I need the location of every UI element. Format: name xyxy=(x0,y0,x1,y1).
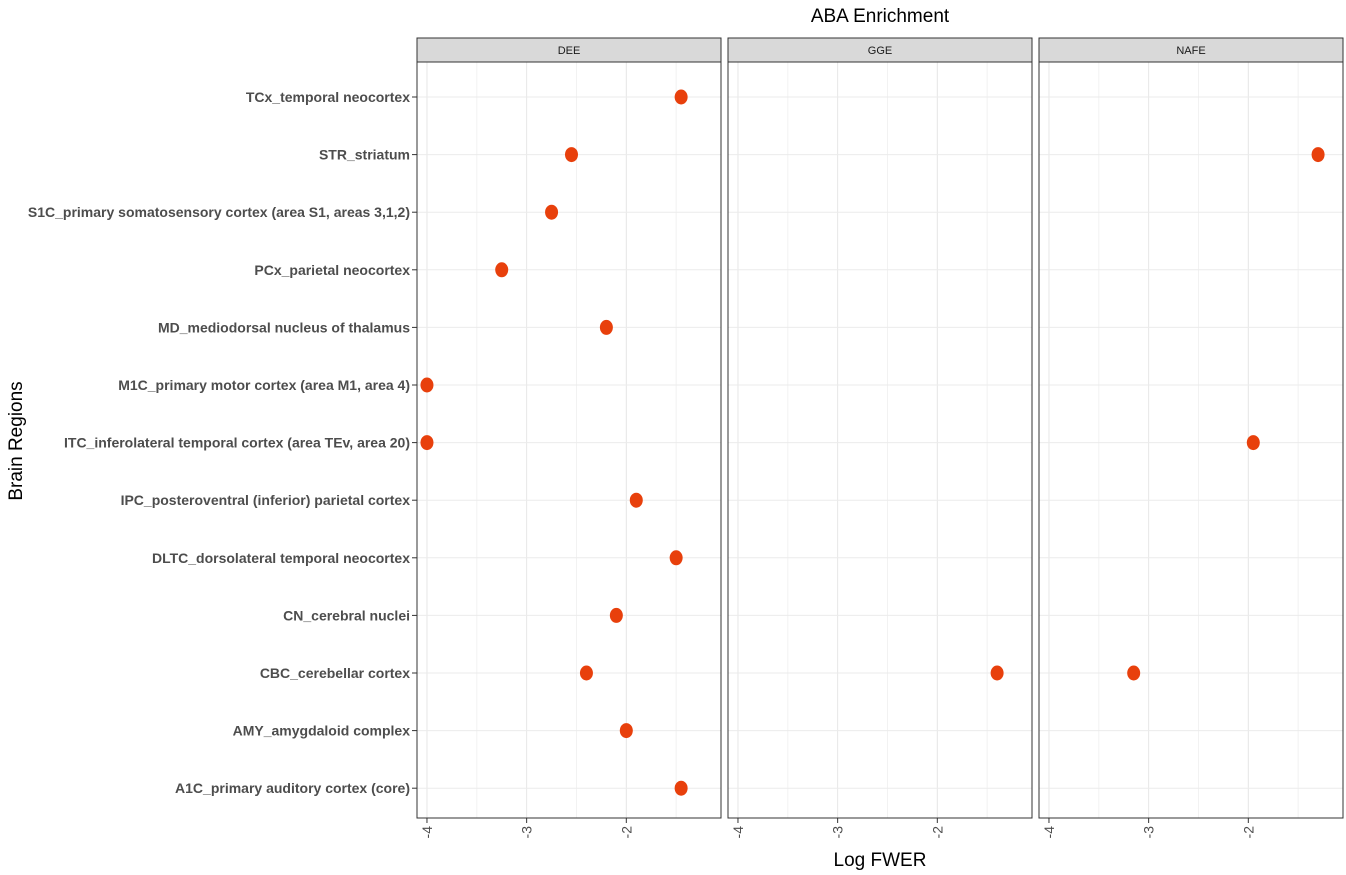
facet-strip-dee xyxy=(416,37,722,63)
data-point xyxy=(420,377,434,393)
data-point xyxy=(669,550,683,566)
data-point xyxy=(674,780,688,796)
x-tick-label: -4 xyxy=(1041,826,1057,839)
data-point xyxy=(619,723,633,739)
y-tick-label: DLTC_dorsolateral temporal neocortex xyxy=(152,550,410,566)
y-tick-label: ITC_inferolateral temporal cortex (area … xyxy=(64,435,410,451)
x-tick-label: -2 xyxy=(929,826,945,839)
x-tick-label: -2 xyxy=(618,826,634,839)
data-point xyxy=(420,435,434,451)
data-point xyxy=(609,607,623,623)
x-tick-label: -2 xyxy=(1240,826,1256,839)
x-axis-title: Log FWER xyxy=(834,850,927,871)
data-point xyxy=(495,262,509,278)
panel-background-dee xyxy=(417,62,721,818)
y-tick-label: AMY_amygdaloid complex xyxy=(233,723,411,739)
y-tick-label: MD_mediodorsal nucleus of thalamus xyxy=(158,319,410,335)
data-point xyxy=(599,319,613,335)
data-point xyxy=(579,665,593,681)
data-point xyxy=(1246,435,1260,451)
data-point xyxy=(564,147,578,163)
y-tick-label: TCx_temporal neocortex xyxy=(246,89,410,105)
x-tick-label: -4 xyxy=(419,826,435,839)
data-point xyxy=(1127,665,1141,681)
data-point xyxy=(629,492,643,508)
panel-border-gge xyxy=(727,61,1033,819)
y-tick-label: M1C_primary motor cortex (area M1, area … xyxy=(118,377,410,393)
panel-border-nafe xyxy=(1038,61,1344,819)
y-tick-label: PCx_parietal neocortex xyxy=(254,262,410,278)
chart-title: ABA Enrichment xyxy=(811,6,950,27)
facet-label-dee: DEE xyxy=(558,45,581,57)
panel-background-nafe xyxy=(1039,62,1343,818)
plot-layer: TCx_temporal neocortex STR_striatum S1C_pr… xyxy=(28,37,1344,839)
x-tick-label: -3 xyxy=(519,826,535,839)
y-axis-title: Brain Regions xyxy=(6,381,27,500)
facet-label-gge: GGE xyxy=(868,45,892,57)
data-point xyxy=(1311,147,1325,163)
x-tick-label: -3 xyxy=(1141,826,1157,839)
y-tick-label: A1C_primary auditory cortex (core) xyxy=(175,780,410,796)
panel-border-dee xyxy=(416,61,722,819)
y-tick-label: S1C_primary somatosensory cortex (area S… xyxy=(28,204,410,220)
data-point xyxy=(545,204,559,220)
data-point xyxy=(674,89,688,105)
facet-label-nafe: NAFE xyxy=(1176,45,1205,57)
y-tick-label: STR_striatum xyxy=(319,147,410,163)
y-tick-label: IPC_posteroventral (inferior) parietal c… xyxy=(121,492,411,508)
x-tick-label: -3 xyxy=(830,826,846,839)
y-tick-label: CN_cerebral nuclei xyxy=(283,607,410,623)
panel-background-gge xyxy=(728,62,1032,818)
y-tick-label: CBC_cerebellar cortex xyxy=(260,665,410,681)
data-point xyxy=(990,665,1004,681)
x-tick-label: -4 xyxy=(730,826,746,839)
